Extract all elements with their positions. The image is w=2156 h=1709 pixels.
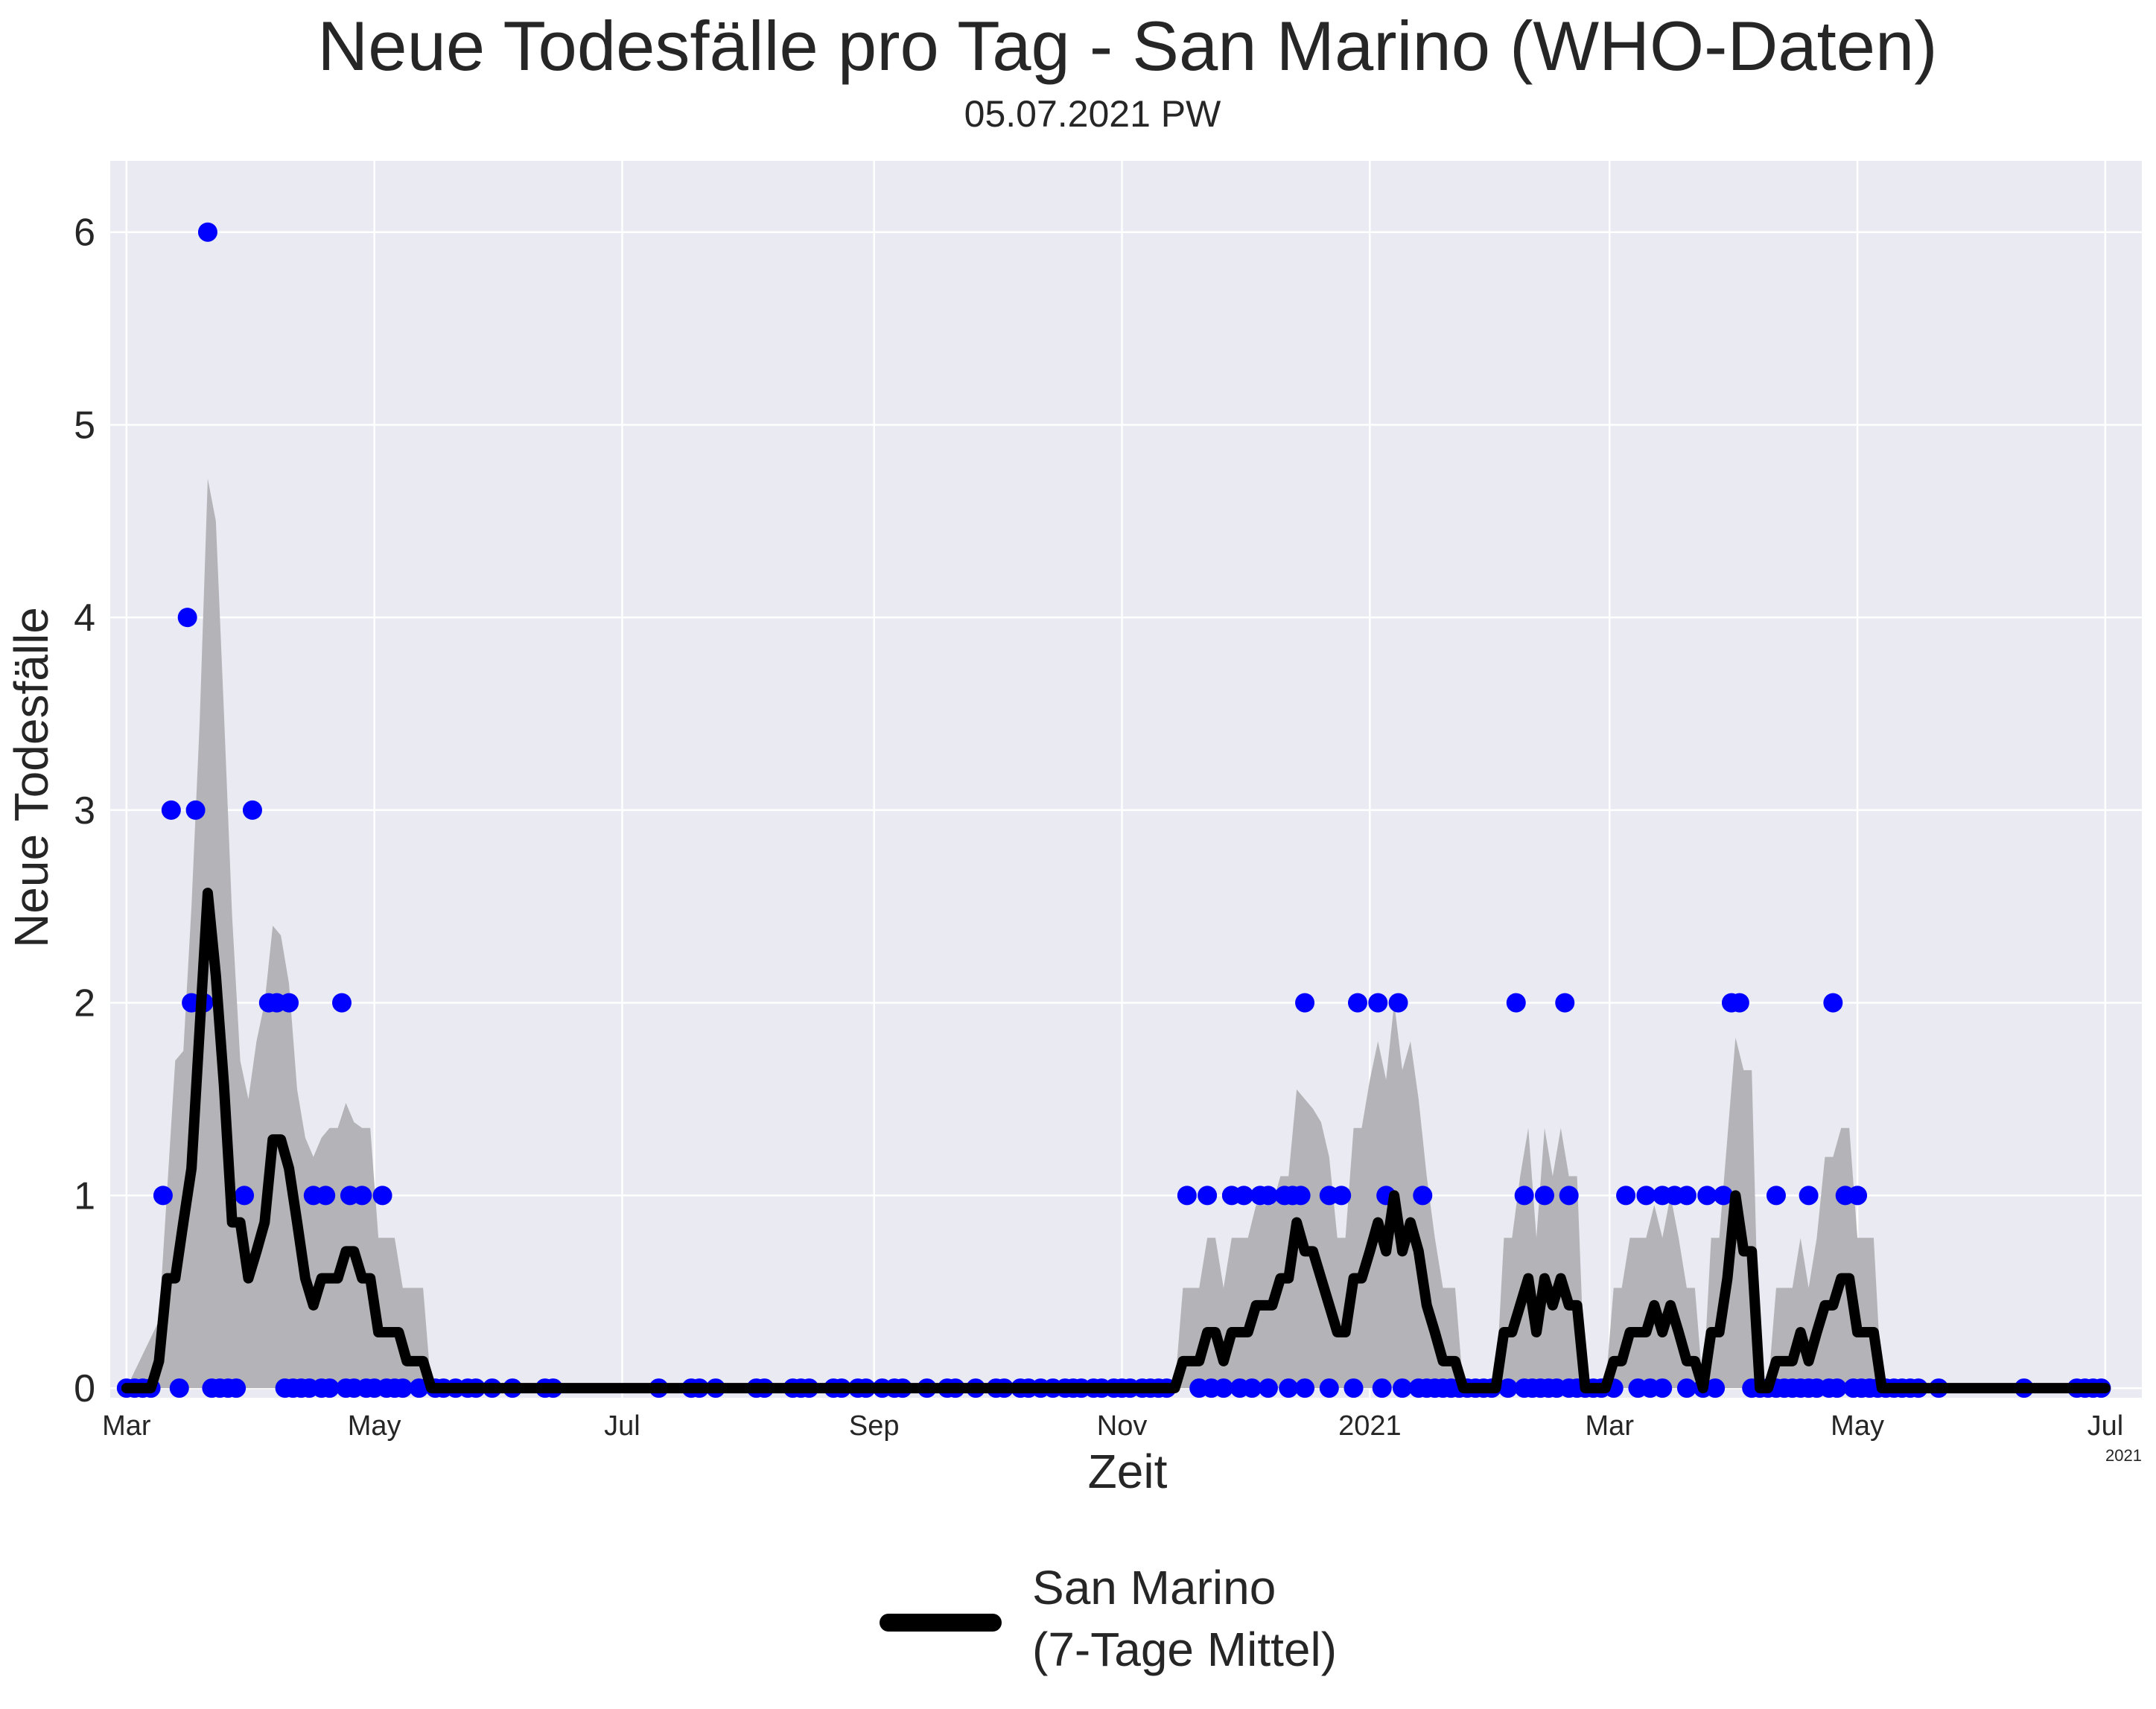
data-point [1534,1186,1554,1206]
data-point [1291,1186,1311,1206]
data-point [1559,1186,1579,1206]
data-point [1827,1378,1847,1398]
x-tick-label: May [1831,1410,1884,1442]
data-point [1616,1186,1636,1206]
data-point [352,1186,372,1206]
x-tick-label: May [348,1410,401,1442]
data-point [242,800,262,820]
data-point [1697,1186,1717,1206]
data-point [409,1378,429,1398]
data-point [331,993,352,1013]
grid [110,161,2142,1398]
y-tick-label: 5 [74,404,95,447]
x-axis-offset-label: 2021 [2105,1446,2142,1465]
data-point [1332,1186,1352,1206]
series-line-san-marino [121,888,2111,1394]
legend-label-line1: San Marino [1032,1561,1276,1614]
x-tick-label: Sep [849,1410,900,1442]
data-point [1295,993,1315,1013]
legend: San Marino (7-Tage Mittel) [880,1561,1337,1676]
data-point [1234,1186,1254,1206]
x-axis-label: Zeit [1088,1445,1168,1498]
data-point [1676,1378,1697,1398]
y-axis-label: Neue Todesfälle [4,607,58,948]
x-tick-label: Jul [2087,1410,2124,1442]
data-point [1242,1378,1262,1398]
data-point [1714,1186,1734,1206]
data-point [177,608,197,628]
x-tick-label: 2021 [1338,1410,1402,1442]
data-point [226,1378,247,1398]
data-point [1498,1378,1518,1398]
y-tick-label: 2 [74,982,95,1025]
data-point [392,1378,413,1398]
data-point [1319,1378,1339,1398]
x-axis-ticks: Mar May Jul Sep Nov 2021 Mar May Jul [102,1410,2123,1442]
data-point [1636,1186,1656,1206]
data-point [316,1186,336,1206]
x-tick-label: Nov [1097,1410,1148,1442]
data-point [1729,993,1749,1013]
data-point [372,1186,392,1206]
x-tick-label: Mar [102,1410,151,1442]
data-point [1198,1186,1218,1206]
data-point [197,222,217,242]
data-point [1279,1378,1299,1398]
data-point [1705,1378,1726,1398]
x-tick-label: Jul [604,1410,640,1442]
data-point [1676,1186,1697,1206]
y-tick-label: 6 [74,211,95,255]
data-point [1258,1378,1278,1398]
data-point [235,1186,255,1206]
y-tick-label: 0 [74,1367,95,1410]
data-point [153,1186,173,1206]
x-tick-label: Mar [1586,1410,1635,1442]
data-point [1653,1378,1673,1398]
data-point [319,1378,340,1398]
data-point [1848,1186,1868,1206]
data-point [1506,993,1526,1013]
data-point [1555,993,1575,1013]
data-point [1372,1378,1392,1398]
data-point [1823,993,1843,1013]
data-point [1799,1186,1819,1206]
data-point [279,993,299,1013]
y-tick-label: 3 [74,789,95,833]
data-point [1258,1186,1278,1206]
data-point [1343,1378,1364,1398]
data-point [1347,993,1367,1013]
data-point [1295,1378,1315,1398]
data-point [185,800,206,820]
y-axis-ticks: 0 1 2 3 4 5 6 [74,211,95,1410]
data-point [1213,1378,1233,1398]
data-point [1177,1186,1197,1206]
chart-title: Neue Todesfälle pro Tag - San Marino (WH… [317,7,1937,85]
legend-label-line2: (7-Tage Mittel) [1032,1623,1337,1676]
data-point [1368,993,1388,1013]
y-tick-label: 1 [74,1174,95,1218]
data-point [161,800,181,820]
data-point [1388,993,1408,1013]
chart-subtitle: 05.07.2021 PW [964,93,1221,135]
data-point [1413,1186,1433,1206]
plot-content [116,222,2111,1398]
data-point [1393,1378,1413,1398]
data-point [1766,1186,1786,1206]
data-point [1514,1186,1534,1206]
std-band [126,478,2105,1389]
data-point [169,1378,189,1398]
y-tick-label: 4 [74,596,95,640]
